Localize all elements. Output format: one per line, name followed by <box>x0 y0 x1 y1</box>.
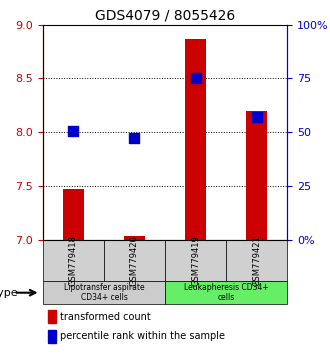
FancyBboxPatch shape <box>43 281 165 304</box>
Text: transformed count: transformed count <box>60 312 151 322</box>
Text: GSM779419: GSM779419 <box>191 235 200 286</box>
FancyBboxPatch shape <box>165 281 287 304</box>
Text: Leukapheresis CD34+
cells: Leukapheresis CD34+ cells <box>184 283 268 302</box>
Text: GSM779418: GSM779418 <box>69 235 78 286</box>
Bar <box>246 111 267 240</box>
Text: percentile rank within the sample: percentile rank within the sample <box>60 331 225 341</box>
Bar <box>124 236 145 240</box>
FancyBboxPatch shape <box>43 240 104 281</box>
Point <box>254 114 259 120</box>
Bar <box>63 189 84 240</box>
Bar <box>48 310 56 323</box>
Bar <box>185 39 206 240</box>
Text: GSM779420: GSM779420 <box>130 235 139 286</box>
Text: Lipotransfer aspirate
CD34+ cells: Lipotransfer aspirate CD34+ cells <box>64 283 144 302</box>
Point <box>71 128 76 134</box>
FancyBboxPatch shape <box>226 240 287 281</box>
FancyBboxPatch shape <box>104 240 165 281</box>
Text: GSM779421: GSM779421 <box>252 235 261 286</box>
Point <box>193 76 198 81</box>
FancyBboxPatch shape <box>165 240 226 281</box>
Point <box>132 135 137 140</box>
Bar <box>48 330 56 343</box>
Text: cell type: cell type <box>0 288 17 298</box>
Title: GDS4079 / 8055426: GDS4079 / 8055426 <box>95 8 235 22</box>
